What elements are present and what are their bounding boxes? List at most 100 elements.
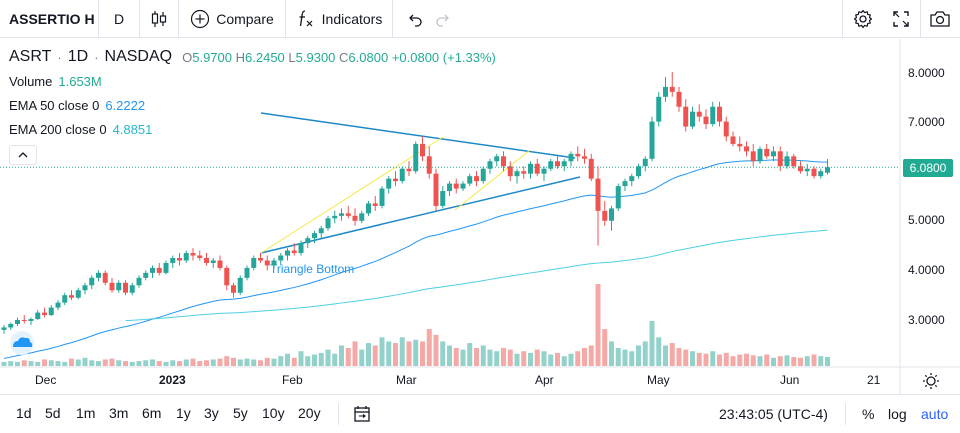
candle-body	[791, 156, 797, 167]
candle-body	[62, 295, 68, 303]
bar-style-icon	[151, 10, 167, 27]
range-1y-button[interactable]: 1y	[176, 405, 191, 421]
symbol-legend-row[interactable]: ASRT · 1D · NASDAQ O5.9700 H6.2450 L5.93…	[9, 45, 496, 69]
range-1m-button[interactable]: 1m	[76, 405, 96, 421]
candle-body	[21, 320, 27, 321]
volume-bar	[696, 352, 702, 366]
candle-body	[730, 136, 736, 144]
time-tick: 2023	[159, 373, 186, 387]
fullscreen-button[interactable]	[891, 0, 911, 38]
settings-button[interactable]	[852, 0, 874, 38]
volume-bar	[48, 360, 54, 366]
volume-bar	[555, 352, 560, 366]
candle-body	[217, 260, 223, 268]
sun-gear-icon	[923, 373, 939, 389]
symbol-search-button[interactable]: ASSERTIO H	[0, 0, 98, 38]
candle	[352, 208, 358, 226]
range-10y-button[interactable]: 10y	[262, 405, 285, 421]
ema50-legend-row[interactable]: EMA 50 close 0 6.2222	[9, 93, 496, 117]
candle-body	[210, 260, 216, 263]
volume-bar	[413, 339, 419, 366]
goto-date-button[interactable]	[353, 405, 371, 428]
candle-body	[136, 277, 142, 286]
chart-style-button[interactable]	[140, 0, 178, 38]
undo-button[interactable]	[401, 0, 429, 38]
candle-body	[150, 267, 155, 273]
range-3y-button[interactable]: 3y	[204, 405, 219, 421]
candle	[663, 76, 668, 102]
candle	[791, 153, 797, 169]
range-6m-button[interactable]: 6m	[142, 405, 162, 421]
volume-bar	[102, 359, 108, 366]
candle-body	[69, 295, 74, 298]
range-5y-button[interactable]: 5y	[233, 405, 248, 421]
candle-body	[494, 156, 500, 162]
volume-bar	[521, 351, 527, 366]
bottom-divider	[845, 403, 846, 425]
legend-collapse-button[interactable]	[9, 145, 37, 165]
candle-body	[426, 156, 432, 174]
candle-body	[433, 173, 439, 206]
candle-body	[825, 167, 830, 173]
compare-button[interactable]: Compare	[179, 0, 285, 38]
fullscreen-icon	[893, 11, 909, 27]
volume-bar	[683, 349, 689, 366]
timezone-settings-button[interactable]	[922, 372, 940, 395]
volume-bar	[447, 345, 452, 366]
volume-bar	[244, 358, 250, 366]
percent-scale-toggle[interactable]: %	[862, 406, 875, 422]
legend-volume-name: Volume	[9, 73, 53, 89]
volume-bar	[615, 347, 621, 366]
candle-body	[48, 307, 54, 316]
chart-grid	[0, 39, 960, 394]
triangle-drawing[interactable]: Triangle Bottom	[260, 112, 581, 276]
volume-bar	[136, 361, 142, 366]
candle-body	[460, 183, 466, 189]
gear-icon	[853, 9, 873, 29]
candle-body	[271, 260, 277, 266]
candle	[332, 210, 338, 224]
time-tick: Feb	[282, 373, 303, 387]
interval-button[interactable]: D	[99, 0, 139, 38]
range-3m-button[interactable]: 3m	[109, 405, 129, 421]
price-chart[interactable]: Triangle Bottom	[0, 39, 960, 394]
volume-bar	[8, 361, 14, 366]
candle	[251, 255, 257, 271]
screenshot-button[interactable]	[929, 0, 951, 38]
candle	[116, 280, 122, 293]
candle-body	[663, 86, 668, 97]
volume-bar	[339, 345, 344, 366]
candle	[426, 146, 432, 179]
candle	[35, 310, 41, 320]
candle-body	[89, 277, 95, 286]
candle-body	[723, 121, 729, 137]
volume-bar	[190, 358, 196, 366]
ema200-legend-row[interactable]: EMA 200 close 0 4.8851	[9, 117, 496, 141]
range-5d-button[interactable]: 5d	[45, 405, 61, 421]
candle	[271, 258, 277, 268]
candle-body	[82, 285, 88, 291]
interval-label: D	[113, 10, 125, 27]
timezone-clock[interactable]: 23:43:05 (UTC-4)	[719, 406, 828, 422]
candle	[305, 235, 311, 249]
auto-scale-toggle[interactable]: auto	[921, 406, 949, 422]
log-scale-toggle[interactable]: log	[888, 406, 907, 422]
redo-button[interactable]	[429, 0, 457, 38]
candle	[501, 151, 506, 172]
volume-bar	[676, 347, 682, 366]
volume-legend-row[interactable]: Volume 1.653M	[9, 69, 496, 93]
indicators-button[interactable]: Indicators	[286, 0, 392, 38]
range-1d-button[interactable]: 1d	[16, 405, 32, 421]
volume-bar	[21, 360, 27, 366]
volume-bar	[548, 354, 554, 366]
candle-body	[777, 151, 783, 167]
candle-body	[123, 282, 128, 293]
candle	[521, 166, 527, 179]
candle	[75, 287, 81, 300]
candle	[494, 153, 500, 167]
volume-bar	[55, 361, 61, 366]
range-20y-button[interactable]: 20y	[298, 405, 321, 421]
candle-body	[264, 260, 270, 266]
candle-body	[507, 166, 513, 177]
candle	[204, 253, 209, 266]
